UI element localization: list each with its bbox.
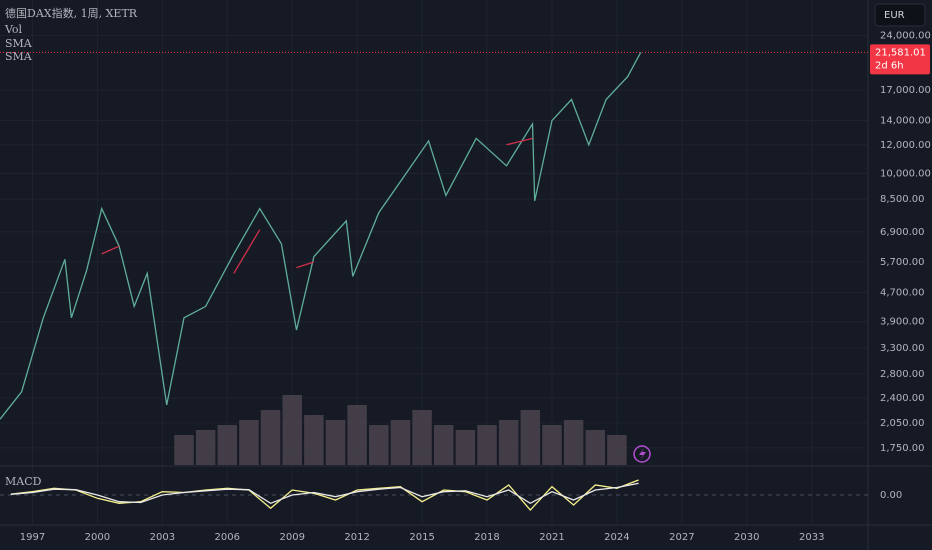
volume-bar [325,420,346,465]
y-tick-label: 2,050.00 [880,418,925,429]
x-tick-label: 2000 [85,532,110,543]
y-tick-label: 14,000.00 [880,116,931,127]
currency-button[interactable] [874,3,926,27]
x-tick-label: 2018 [474,532,499,543]
y-tick-label: 6,900.00 [880,227,925,238]
x-tick-label: 2021 [539,532,564,543]
last-price-label: 21,581.01 [875,47,926,58]
volume-bar [477,425,497,465]
y-tick-label: 5,700.00 [880,257,925,268]
overlay-label: SMA [5,50,33,63]
currency[interactable]: EUR [884,10,905,21]
y-tick-label: 12,000.00 [880,140,931,151]
volume-bar [174,435,194,465]
y-tick-label: 4,700.00 [880,287,925,298]
x-tick-label: 1997 [20,532,45,543]
y-tick-label: 1,750.00 [880,443,925,454]
volume-bar [520,410,541,465]
last-price-box [870,44,930,75]
volume-bar [585,430,606,465]
x-tick-label: 2009 [279,532,304,543]
overlay-label: SMA [5,37,33,50]
volume-bar [498,420,519,465]
volume-bar [542,425,562,465]
volume-bar [217,425,238,465]
volume-bar [347,405,367,465]
y-tick-label: 24,000.00 [880,31,931,42]
x-tick-label: 2006 [215,532,240,543]
y-tick-label: 17,000.00 [880,85,931,96]
y-tick-label: 0.00 [880,490,902,501]
x-tick-label: 2015 [409,532,434,543]
y-tick-label: 2,400.00 [880,393,925,404]
series-line [10,479,639,511]
y-tick-label: 3,900.00 [880,317,925,328]
volume-bar [260,410,281,465]
x-tick-label: 2003 [150,532,175,543]
volume-bar [304,415,324,465]
volume-bar [239,420,259,465]
volume-bar [607,435,627,465]
volume-bar [195,430,216,465]
chart-title: 德国DAX指数, 1周, XETR [5,6,138,20]
event-icon [639,448,646,460]
volume-bar [282,395,302,465]
volume-bar [369,425,389,465]
countdown: 2d 6h [875,60,904,71]
volume-bar [390,420,411,465]
x-tick-label: 2012 [344,532,369,543]
x-tick-label: 2033 [799,532,824,543]
pane-title: MACD [5,475,42,488]
x-tick-label: 2030 [734,532,759,543]
event-icon[interactable] [633,445,651,463]
y-tick-label: 8,500.00 [880,194,925,205]
x-tick-label: 2024 [604,532,629,543]
series-line [10,482,639,505]
volume-bar [563,420,584,465]
series-line [0,52,642,420]
y-tick-label: 2,800.00 [880,369,925,380]
volume-bar [412,410,432,465]
volume-bar [455,430,476,465]
volume-bar [434,425,454,465]
x-tick-label: 2027 [669,532,694,543]
y-tick-label: 10,000.00 [880,168,931,179]
y-tick-label: 3,300.00 [880,343,925,354]
overlay-label: Vol [4,23,23,36]
